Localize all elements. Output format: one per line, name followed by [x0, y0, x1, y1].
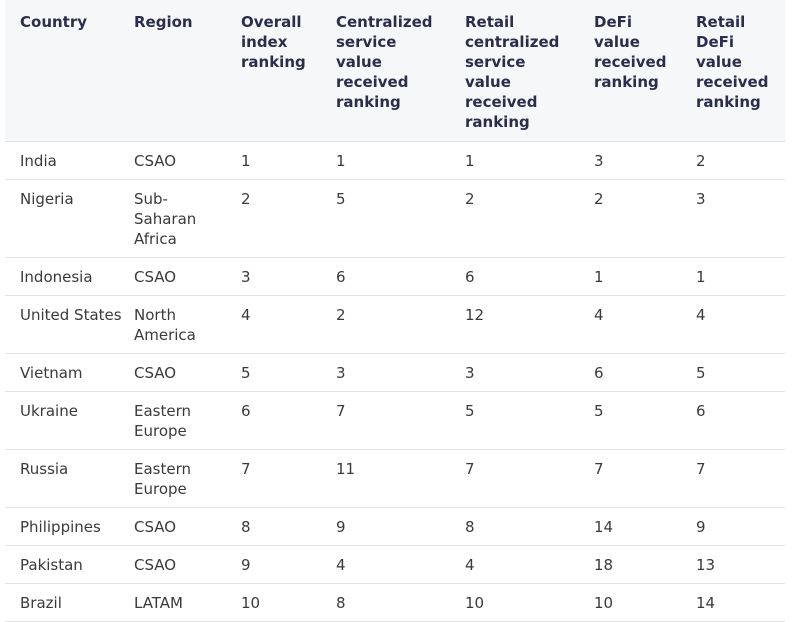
- column-header: Region: [134, 0, 241, 142]
- table-cell: 4: [594, 295, 696, 354]
- table-cell: Sub-Saharan Africa: [134, 179, 241, 258]
- table-cell: 8: [465, 507, 594, 546]
- table-cell: 12: [465, 295, 594, 354]
- table-cell: 6: [696, 391, 785, 450]
- table-cell: 9: [696, 507, 785, 546]
- table-cell: CSAO: [134, 141, 241, 180]
- table-cell: India: [5, 141, 134, 180]
- table-cell: Indonesia: [5, 257, 134, 296]
- table-cell: 7: [465, 449, 594, 508]
- table-cell: 3: [465, 353, 594, 392]
- column-header: Retail centralized service value receive…: [465, 0, 594, 142]
- table-row: United States North America 4 2 12 4 4: [5, 295, 785, 354]
- table-cell: 8: [241, 507, 336, 546]
- table-cell: CSAO: [134, 257, 241, 296]
- table-cell: 7: [241, 449, 336, 508]
- table-cell: 3: [696, 179, 785, 258]
- table-cell: Philippines: [5, 507, 134, 546]
- table-cell: 7: [336, 391, 465, 450]
- table-cell: Pakistan: [5, 545, 134, 584]
- table-cell: 2: [696, 141, 785, 180]
- table-cell: Eastern Europe: [134, 391, 241, 450]
- table-cell: Eastern Europe: [134, 449, 241, 508]
- table-cell: CSAO: [134, 507, 241, 546]
- table-cell: 2: [241, 179, 336, 258]
- table-cell: 4: [696, 295, 785, 354]
- table-cell: 9: [241, 545, 336, 584]
- table-cell: CSAO: [134, 353, 241, 392]
- table-cell: 6: [241, 391, 336, 450]
- table-row: Philippines CSAO 8 9 8 14 9: [5, 507, 785, 546]
- column-header: DeFi value received ranking: [594, 0, 696, 142]
- table-cell: 5: [241, 353, 336, 392]
- table-cell: 2: [336, 295, 465, 354]
- table-cell: Nigeria: [5, 179, 134, 258]
- table-cell: United States: [5, 295, 134, 354]
- table-cell: 7: [696, 449, 785, 508]
- table-cell: 9: [336, 507, 465, 546]
- column-header: Centralized service value received ranki…: [336, 0, 465, 142]
- table-cell: 5: [465, 391, 594, 450]
- table-cell: 1: [594, 257, 696, 296]
- table-cell: 14: [594, 507, 696, 546]
- table-cell: 3: [594, 141, 696, 180]
- table-row: Pakistan CSAO 9 4 4 18 13: [5, 545, 785, 584]
- table-cell: 6: [594, 353, 696, 392]
- table-cell: 4: [465, 545, 594, 584]
- table-row: Ukraine Eastern Europe 6 7 5 5 6: [5, 391, 785, 450]
- table-cell: 4: [336, 545, 465, 584]
- ranking-table: Country Region Overall index ranking Centra…: [5, 0, 785, 622]
- table-row: Vietnam CSAO 5 3 3 6 5: [5, 353, 785, 392]
- table-cell: 18: [594, 545, 696, 584]
- table-cell: 1: [465, 141, 594, 180]
- table-row: Indonesia CSAO 3 6 6 1 1: [5, 257, 785, 296]
- table-header: Country Region Overall index ranking Centra…: [5, 0, 785, 142]
- table-body: India CSAO 1 1 1 3 2 Nigeria Sub-Saharan Africa 2…: [5, 141, 785, 622]
- table-cell: 3: [241, 257, 336, 296]
- table-cell: 1: [336, 141, 465, 180]
- table-cell: 7: [594, 449, 696, 508]
- table-cell: 5: [594, 391, 696, 450]
- table-cell: 1: [241, 141, 336, 180]
- table-cell: 13: [696, 545, 785, 584]
- table-cell: 11: [336, 449, 465, 508]
- table-row: Nigeria Sub-Saharan Africa 2 5 2 2 3: [5, 179, 785, 258]
- table-cell: North America: [134, 295, 241, 354]
- table-cell: 3: [336, 353, 465, 392]
- table-cell: Ukraine: [5, 391, 134, 450]
- column-header: Retail DeFi value received ranking: [696, 0, 785, 142]
- column-header: Country: [5, 0, 134, 142]
- table-cell: Vietnam: [5, 353, 134, 392]
- table-cell: 1: [696, 257, 785, 296]
- table-cell: Russia: [5, 449, 134, 508]
- table-cell: 4: [241, 295, 336, 354]
- table-cell: CSAO: [134, 545, 241, 584]
- table-row: India CSAO 1 1 1 3 2: [5, 141, 785, 180]
- column-header: Overall index ranking: [241, 0, 336, 142]
- table-cell: 2: [594, 179, 696, 258]
- table-cell: 5: [696, 353, 785, 392]
- header-row: Country Region Overall index ranking Centra…: [5, 0, 785, 142]
- table-cell: 5: [336, 179, 465, 258]
- table-cell: 6: [465, 257, 594, 296]
- table-cell: 2: [465, 179, 594, 258]
- table-row: Russia Eastern Europe 7 11 7 7 7: [5, 449, 785, 508]
- table-cell: 6: [336, 257, 465, 296]
